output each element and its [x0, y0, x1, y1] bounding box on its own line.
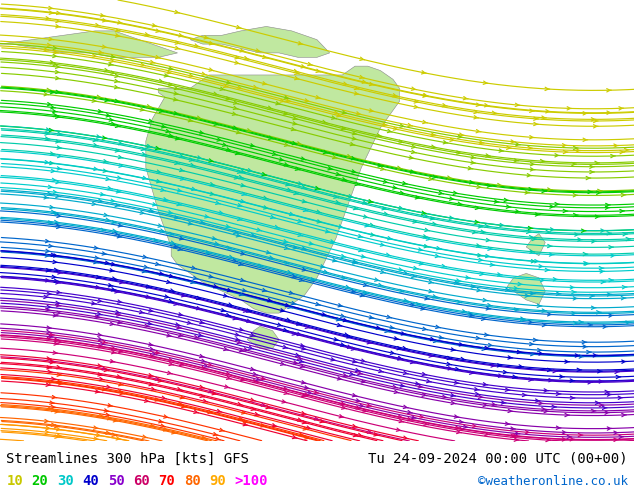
- Text: 30: 30: [57, 474, 74, 488]
- Text: 10: 10: [6, 474, 23, 488]
- Text: Streamlines 300 hPa [kts] GFS: Streamlines 300 hPa [kts] GFS: [6, 452, 249, 466]
- Polygon shape: [0, 31, 178, 57]
- Polygon shape: [526, 234, 545, 256]
- Text: >100: >100: [235, 474, 268, 488]
- Text: 90: 90: [209, 474, 226, 488]
- Text: Tu 24-09-2024 00:00 UTC (00+00): Tu 24-09-2024 00:00 UTC (00+00): [368, 452, 628, 466]
- Text: 50: 50: [108, 474, 124, 488]
- Text: 60: 60: [133, 474, 150, 488]
- Polygon shape: [146, 66, 399, 313]
- Text: 80: 80: [184, 474, 200, 488]
- Polygon shape: [507, 273, 545, 304]
- Text: 40: 40: [82, 474, 99, 488]
- Text: 70: 70: [158, 474, 175, 488]
- Polygon shape: [247, 326, 279, 348]
- Text: ©weatheronline.co.uk: ©weatheronline.co.uk: [477, 475, 628, 488]
- Text: 20: 20: [32, 474, 48, 488]
- Polygon shape: [190, 26, 330, 57]
